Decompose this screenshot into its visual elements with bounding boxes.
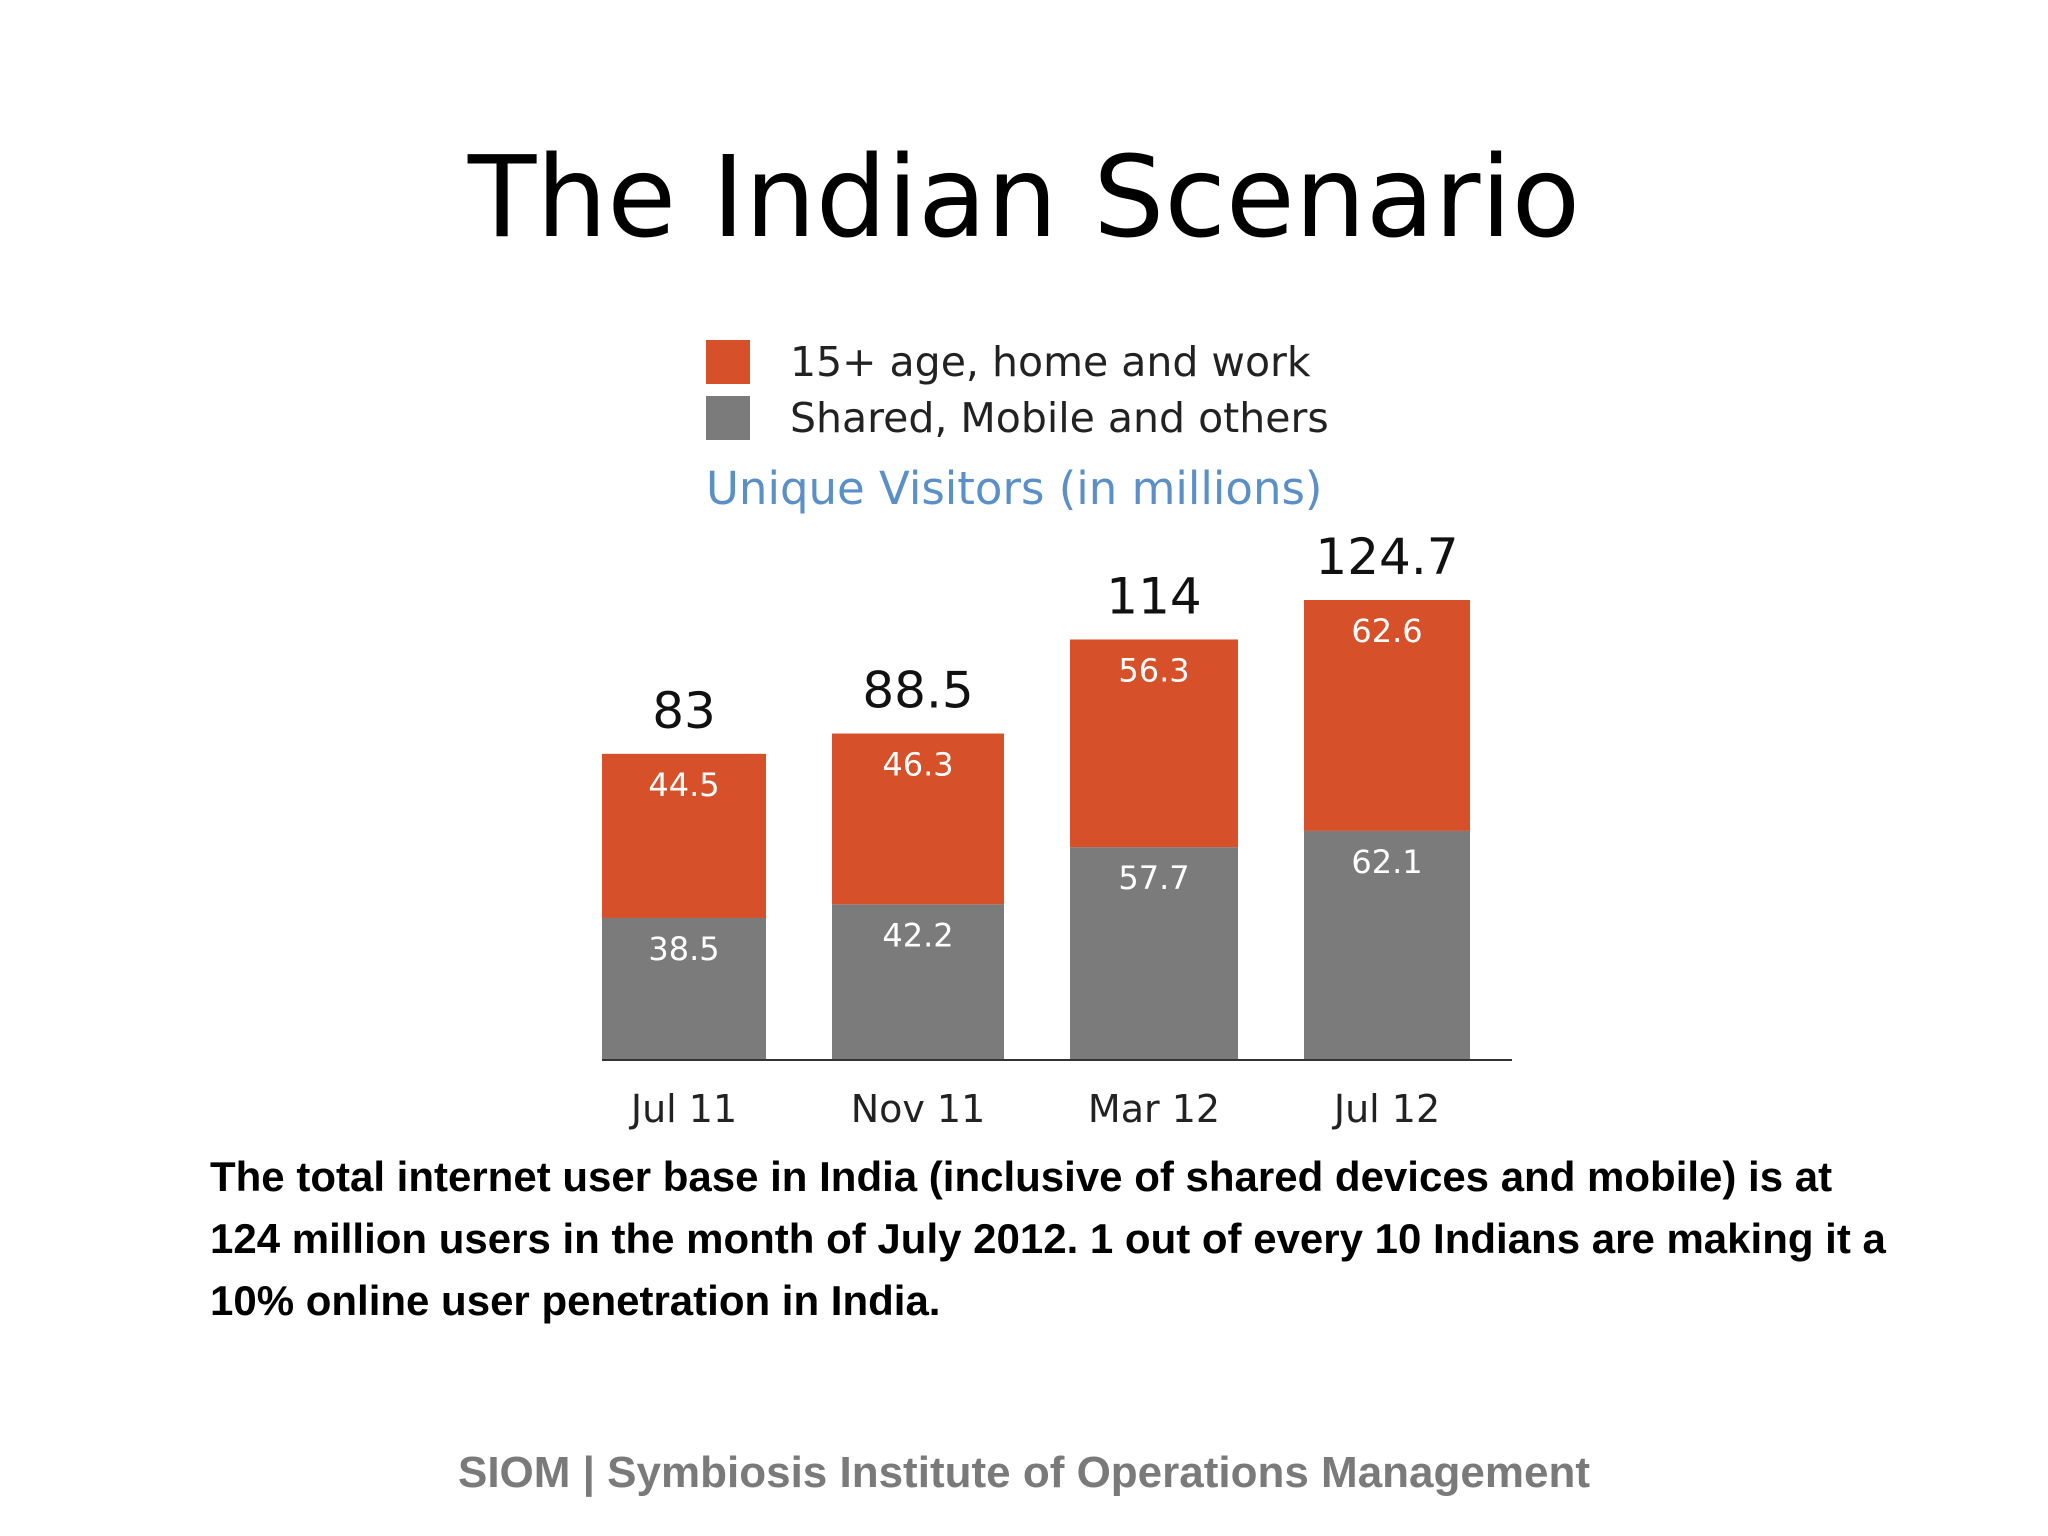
bar-value-label-home-work-0: 44.5 bbox=[648, 766, 719, 804]
bar-value-label-home-work-1: 46.3 bbox=[882, 746, 953, 784]
legend-swatch-shared-mobile bbox=[706, 396, 750, 440]
chart-title: Unique Visitors (in millions) bbox=[706, 462, 1323, 515]
footer-text: SIOM | Symbiosis Institute of Operations… bbox=[457, 1448, 1591, 1497]
bar-segment-shared-mobile-2 bbox=[1070, 847, 1238, 1060]
chart-legend: 15+ age, home and work Shared, Mobile an… bbox=[706, 334, 1329, 446]
bar-segment-shared-mobile-0 bbox=[602, 917, 766, 1060]
bar-segment-home-work-3 bbox=[1304, 600, 1470, 831]
bar-total-label-1: 88.5 bbox=[862, 662, 973, 720]
summary-text: The total internet user base in India (i… bbox=[210, 1153, 1886, 1324]
legend-label-shared-mobile: Shared, Mobile and others bbox=[790, 394, 1329, 442]
bar-total-label-3: 124.7 bbox=[1315, 528, 1458, 586]
legend-item-shared-mobile: Shared, Mobile and others bbox=[706, 390, 1329, 446]
bar-value-label-shared-mobile-2: 57.7 bbox=[1118, 859, 1189, 897]
legend-label-home-work: 15+ age, home and work bbox=[790, 338, 1311, 386]
bar-value-label-shared-mobile-1: 42.2 bbox=[882, 916, 953, 954]
bar-segment-shared-mobile-3 bbox=[1304, 830, 1470, 1060]
bar-value-label-home-work-2: 56.3 bbox=[1118, 651, 1189, 689]
bar-total-label-2: 114 bbox=[1106, 567, 1201, 625]
stacked-bar-chart: 38.5 44.5 83 Jul 11 42.2 46.3 88.5 Nov 11 57.7 56… bbox=[602, 528, 1512, 1131]
bar-value-label-shared-mobile-3: 62.1 bbox=[1351, 843, 1422, 881]
x-tick-label-0: Jul 11 bbox=[629, 1087, 737, 1131]
slide-title: The Indian Scenario bbox=[467, 133, 1581, 263]
bar-segment-home-work-2 bbox=[1070, 639, 1238, 848]
bar-segment-home-work-0 bbox=[602, 753, 766, 918]
bar-segment-shared-mobile-1 bbox=[832, 904, 1004, 1060]
bar-value-label-shared-mobile-0: 38.5 bbox=[648, 930, 719, 968]
x-tick-label-2: Mar 12 bbox=[1088, 1087, 1220, 1131]
x-tick-label-1: Nov 11 bbox=[851, 1087, 986, 1131]
bar-segment-home-work-1 bbox=[832, 733, 1004, 905]
legend-item-home-work: 15+ age, home and work bbox=[706, 334, 1329, 390]
x-tick-label-3: Jul 12 bbox=[1332, 1087, 1440, 1131]
legend-swatch-home-work bbox=[706, 340, 750, 384]
bar-total-label-0: 83 bbox=[652, 682, 716, 740]
bar-value-label-home-work-3: 62.6 bbox=[1351, 612, 1422, 650]
